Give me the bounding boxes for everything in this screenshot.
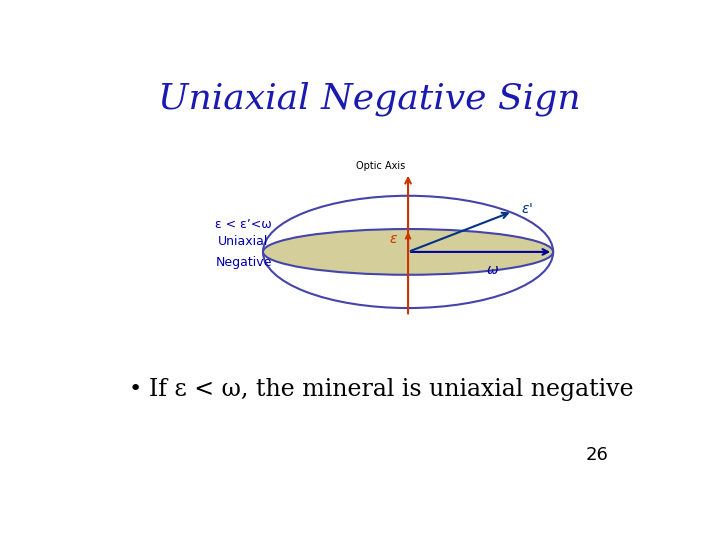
Text: $\omega$: $\omega$ xyxy=(486,264,499,278)
Text: ε < ε’<ω: ε < ε’<ω xyxy=(215,218,272,231)
Text: Negative: Negative xyxy=(215,256,271,269)
Text: If ε < ω, the mineral is uniaxial negative: If ε < ω, the mineral is uniaxial negati… xyxy=(148,377,633,401)
Text: Uniaxial Negative Sign: Uniaxial Negative Sign xyxy=(158,82,580,116)
Text: Uniaxial: Uniaxial xyxy=(218,235,269,248)
Text: •: • xyxy=(129,379,143,399)
Text: Optic Axis: Optic Axis xyxy=(356,161,405,171)
Text: $\varepsilon$: $\varepsilon$ xyxy=(389,232,398,246)
Text: 26: 26 xyxy=(586,446,609,464)
Ellipse shape xyxy=(263,229,553,275)
Text: $\varepsilon$': $\varepsilon$' xyxy=(521,202,533,217)
